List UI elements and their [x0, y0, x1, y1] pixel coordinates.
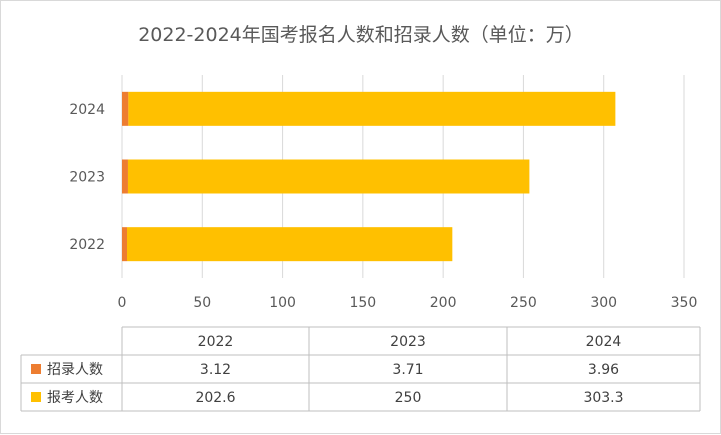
- table-value-series-1-2024: 3.96: [588, 362, 619, 378]
- bar-2022-series-2: [127, 227, 453, 262]
- chart-title: 2022-2024年国考报名人数和招录人数（单位：万）: [138, 24, 584, 46]
- bars: [122, 91, 616, 262]
- x-tick-300: 300: [590, 295, 617, 311]
- y-tick-2024: 2024: [69, 102, 105, 118]
- table-header-2023: 2023: [390, 334, 426, 350]
- x-tick-350: 350: [671, 295, 698, 311]
- table-value-series-1-2022: 3.12: [200, 362, 231, 378]
- table-value-series-2-2024: 303.3: [583, 390, 623, 406]
- legend-label-series-1: 招录人数: [47, 362, 103, 378]
- y-tick-labels: 2022 2023 2024: [69, 102, 105, 253]
- y-tick-2022: 2022: [69, 237, 105, 253]
- table-value-series-1-2023: 3.71: [392, 362, 423, 378]
- table-header-2022: 2022: [198, 334, 234, 350]
- legend-label-series-2: 报考人数: [47, 390, 103, 406]
- x-tick-labels: 0 50 100 150 200 250 300 350: [118, 295, 698, 311]
- table-value-series-2-2023: 250: [395, 390, 422, 406]
- x-tick-100: 100: [269, 295, 296, 311]
- bar-2024-series-1: [122, 91, 129, 126]
- data-table: 2022 2023 2024 招录人数 3.12 3.71 3.96 报考人数 202.6 250…: [20, 326, 701, 412]
- bar-2022-series-1: [122, 227, 128, 262]
- bar-2023-series-2: [127, 159, 530, 194]
- legend-key-series-2: [31, 392, 41, 402]
- x-tick-250: 250: [510, 295, 537, 311]
- x-tick-200: 200: [430, 295, 457, 311]
- legend-key-series-1: [31, 364, 41, 374]
- x-tick-150: 150: [349, 295, 376, 311]
- x-tick-50: 50: [193, 295, 211, 311]
- bar-2024-series-2: [128, 91, 616, 126]
- table-header-2024: 2024: [586, 334, 622, 350]
- x-tick-0: 0: [118, 295, 127, 311]
- bar-2023-series-1: [122, 159, 128, 194]
- table-value-series-2-2022: 202.6: [195, 390, 235, 406]
- y-tick-2023: 2023: [69, 170, 105, 186]
